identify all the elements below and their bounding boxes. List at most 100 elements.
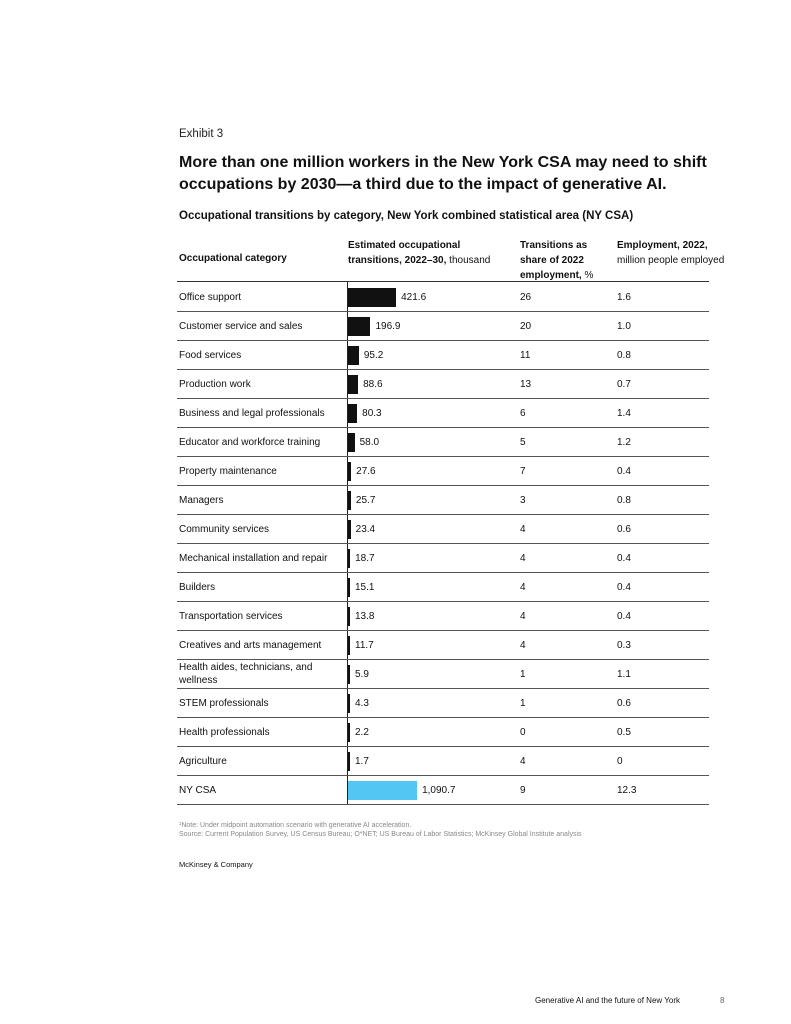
row-divider bbox=[177, 572, 709, 573]
employment-value: 0.5 bbox=[617, 726, 631, 738]
bar bbox=[348, 693, 350, 713]
value-label: 13.8 bbox=[355, 610, 375, 622]
bar bbox=[348, 664, 350, 684]
employment-value: 0 bbox=[617, 755, 623, 767]
value-label: 25.7 bbox=[355, 494, 376, 506]
share-value: 4 bbox=[520, 639, 526, 651]
value-label: 196.9 bbox=[375, 320, 401, 332]
share-value: 4 bbox=[520, 552, 526, 564]
employment-value: 0.8 bbox=[617, 349, 631, 361]
row-divider bbox=[177, 398, 709, 399]
row-divider bbox=[177, 543, 709, 544]
bar bbox=[348, 577, 350, 597]
page-number: 8 bbox=[720, 996, 725, 1005]
bar bbox=[348, 345, 359, 365]
category-label: Health professionals bbox=[179, 726, 270, 738]
share-value: 7 bbox=[520, 465, 526, 477]
row-divider bbox=[177, 456, 709, 457]
chart-subtitle: Occupational transitions by category, Ne… bbox=[179, 210, 634, 222]
bar bbox=[348, 722, 350, 742]
value-label: 15.1 bbox=[355, 581, 375, 593]
category-label: Food services bbox=[179, 349, 242, 361]
employment-value: 0.6 bbox=[617, 697, 631, 709]
share-value: 13 bbox=[520, 378, 532, 390]
value-label: 1.7 bbox=[355, 755, 369, 767]
row-divider bbox=[177, 340, 709, 341]
header-rule bbox=[177, 281, 709, 282]
bar bbox=[348, 461, 352, 481]
value-label: 1,090.7 bbox=[422, 784, 456, 796]
exhibit-label: Exhibit 3 bbox=[179, 128, 224, 140]
row-divider bbox=[177, 717, 709, 718]
row-divider bbox=[177, 746, 709, 747]
row-divider bbox=[177, 601, 709, 602]
employment-value: 0.3 bbox=[617, 639, 631, 651]
employment-value: 1.2 bbox=[617, 436, 631, 448]
share-value: 6 bbox=[520, 407, 526, 419]
share-value: 9 bbox=[520, 784, 526, 796]
value-label: 58.0 bbox=[359, 436, 380, 448]
employment-value: 0.4 bbox=[617, 581, 631, 593]
share-value: 4 bbox=[520, 581, 526, 593]
note-text: ¹Note: Under midpoint automation scenari… bbox=[179, 822, 412, 829]
category-label: NY CSA bbox=[179, 784, 217, 796]
employment-value: 0.4 bbox=[617, 465, 631, 477]
employment-value: 1.6 bbox=[617, 291, 631, 303]
bar bbox=[348, 751, 350, 771]
row-divider bbox=[177, 369, 709, 370]
share-value: 4 bbox=[520, 610, 526, 622]
category-label: Business and legal professionals bbox=[179, 407, 325, 419]
value-label: 5.9 bbox=[355, 668, 369, 680]
category-label: Office support bbox=[179, 291, 242, 303]
category-label: STEM professionals bbox=[179, 697, 269, 709]
value-label: 18.7 bbox=[355, 552, 375, 564]
headline: More than one million workers in the New… bbox=[179, 154, 707, 193]
total-bar bbox=[348, 780, 418, 800]
share-value: 5 bbox=[520, 436, 526, 448]
row-divider bbox=[177, 514, 709, 515]
share-value: 11 bbox=[520, 349, 531, 361]
share-value: 4 bbox=[520, 755, 526, 767]
share-value: 0 bbox=[520, 726, 526, 738]
employment-value: 0.7 bbox=[617, 378, 631, 390]
footer-title: Generative AI and the future of New York bbox=[535, 996, 680, 1005]
category-label: Builders bbox=[179, 581, 216, 593]
bar bbox=[348, 606, 350, 626]
brand-name: McKinsey & Company bbox=[179, 860, 253, 869]
category-label: Property maintenance bbox=[179, 465, 277, 477]
share-value: 1 bbox=[520, 697, 526, 709]
row-divider bbox=[177, 630, 709, 631]
bar bbox=[348, 374, 359, 394]
row-divider bbox=[177, 804, 709, 805]
share-value: 3 bbox=[520, 494, 526, 506]
row-divider bbox=[177, 427, 709, 428]
header-category: Occupational category bbox=[179, 253, 287, 264]
value-label: 421.6 bbox=[401, 291, 427, 303]
value-label: 80.3 bbox=[362, 407, 382, 419]
bar bbox=[348, 519, 351, 539]
employment-value: 12.3 bbox=[617, 784, 637, 796]
category-label: Educator and workforce training bbox=[179, 436, 321, 448]
employment-value: 1.1 bbox=[617, 668, 631, 680]
bar bbox=[348, 635, 350, 655]
value-label: 95.2 bbox=[363, 349, 384, 361]
employment-value: 0.6 bbox=[617, 523, 631, 535]
share-value: 4 bbox=[520, 523, 526, 535]
category-label: Production work bbox=[179, 378, 251, 390]
employment-value: 1.4 bbox=[617, 407, 631, 419]
category-label: Mechanical installation and repair bbox=[179, 552, 328, 564]
value-label: 27.6 bbox=[356, 465, 376, 477]
category-label: Customer service and sales bbox=[179, 320, 303, 332]
share-value: 26 bbox=[520, 291, 532, 303]
bar bbox=[348, 432, 355, 452]
category-label: Agriculture bbox=[179, 755, 227, 767]
bar bbox=[348, 287, 397, 307]
bar bbox=[348, 316, 371, 336]
value-label: 4.3 bbox=[355, 697, 369, 709]
bar bbox=[348, 403, 358, 423]
row-divider bbox=[177, 485, 709, 486]
category-label: Managers bbox=[179, 494, 224, 506]
employment-value: 0.4 bbox=[617, 552, 631, 564]
value-label: 11.7 bbox=[355, 639, 374, 651]
row-divider bbox=[177, 775, 709, 776]
